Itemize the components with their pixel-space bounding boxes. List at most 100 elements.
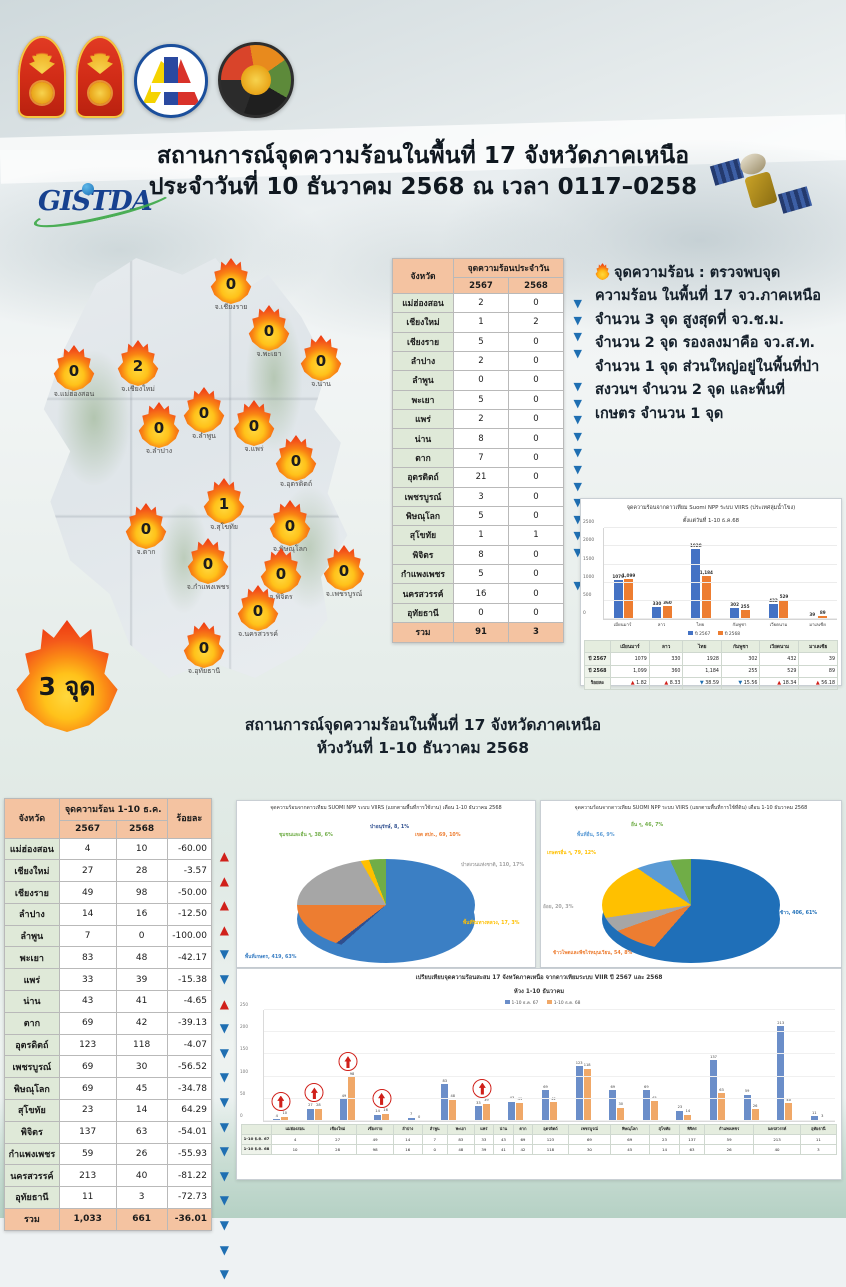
cell-value: 83 <box>446 1133 475 1145</box>
period-col-pct: ร้อยละ <box>166 798 213 839</box>
cell-value: 255 <box>720 664 761 678</box>
column-header: สุโขทัย <box>648 1123 681 1135</box>
table-row: ลำพูน 7 0 -100.00 <box>4 924 213 948</box>
cell-value: 28 <box>318 1143 358 1155</box>
column-header: ไทย <box>682 640 722 654</box>
pie-left-title: จุดความร้อนจากดาวเทียม SUOMI NPP ระบบ VI… <box>270 805 502 811</box>
trend-arrow-icon: ▼ <box>219 1267 229 1282</box>
bar-value-label: 39 <box>809 611 816 617</box>
bar-group: 432 529 <box>759 528 798 620</box>
cell-2567: 123 <box>58 1033 117 1057</box>
bar-value-label: 118 <box>583 1063 591 1068</box>
cell-2568: 0 <box>508 350 564 372</box>
fire-control-badge-icon <box>218 42 294 118</box>
trend-arrow-icon: ▲ <box>219 873 229 888</box>
bar: 432 <box>768 598 778 620</box>
trend-arrow-icon: ▼ <box>573 379 582 393</box>
bar: 302 <box>730 602 740 620</box>
column-header: พะเยา <box>446 1123 475 1135</box>
cell-2568: 0 <box>508 447 564 469</box>
northern-thailand-map: 0 จ.เชียงราย 0 จ.พะเยา 0 จ.น่าน 0 จ.แม่ฮ่องสอน 2… <box>4 250 384 732</box>
table-row: พะเยา 83 48 -42.17 <box>4 946 213 970</box>
column-header: แพร่ <box>473 1123 494 1135</box>
gridline <box>604 600 837 602</box>
summary-line-1: จุดความร้อน : ตรวจพบจุด <box>614 265 781 281</box>
daily-hotspot-table: จังหวัด จุดความร้อนประจำวัน 2567 2568 แม… <box>391 257 582 643</box>
bar-value-label: 330 <box>652 601 662 607</box>
bar-group: 213 40 <box>768 1010 802 1121</box>
bar: 45 <box>650 1096 658 1121</box>
cell-percent: -54.01 <box>166 1120 213 1144</box>
bar-value-label: 360 <box>663 600 672 606</box>
table-row: แพร่ 2 0 <box>391 408 564 430</box>
bar-value-label: 14 <box>685 1109 691 1114</box>
bar: 137 <box>710 1055 718 1121</box>
cell-percent: -3.57 <box>166 859 213 883</box>
table-row: สุโขทัย 23 14 64.29 <box>4 1098 213 1122</box>
bar: 213 <box>777 1021 785 1121</box>
mekong-legend-2567: ปี 2567 <box>694 632 711 638</box>
cell-value: ▲ 8.33 <box>648 676 684 690</box>
row-label: ปี 2567 <box>584 652 611 666</box>
cell-value: ▲ 56.18 <box>798 676 838 690</box>
bar-group: 137 63 <box>701 1010 735 1121</box>
cell-2567: 27 <box>58 859 117 883</box>
cell-2567: 16 <box>453 583 509 604</box>
cell-value: 26 <box>703 1143 755 1155</box>
bar-value-label: 123 <box>575 1060 583 1065</box>
map-hotspot-marker: 0 จ.นครสวรรค์ <box>236 585 280 638</box>
cell-2567: 137 <box>58 1120 117 1144</box>
bar-value-label: 529 <box>779 593 789 599</box>
province-chart-subtitle: ห้วง 1-10 ธันวาคม <box>513 988 565 995</box>
cell-2567: 4 <box>58 837 117 861</box>
y-tick-label: 1500 <box>583 556 595 562</box>
bar: 118 <box>583 1063 591 1121</box>
cell-total-2568: 661 <box>115 1207 168 1231</box>
pie-left-graphic <box>297 859 475 963</box>
cell-value: 63 <box>679 1143 705 1155</box>
cell-province: ลำปาง <box>4 902 60 926</box>
mekong-plot-area: 1079 1,099 330 360 1928 1,184 302 255 432 529 39 89… <box>583 520 837 621</box>
cell-2567: 11 <box>58 1186 117 1209</box>
map-hotspot-marker: 2 จ.เชียงใหม่ <box>116 340 160 393</box>
cell-value: 3 <box>799 1143 838 1155</box>
cell-value: 432 <box>759 652 800 666</box>
cell-province: นครสวรรค์ <box>4 1164 60 1188</box>
pie-slice-label: ป่าสงวนแห่งชาติ, 110, 17% <box>461 863 525 868</box>
table-row: พิษณุโลก 69 45 -34.78 <box>4 1077 213 1100</box>
cell-2568: 0 <box>508 467 564 488</box>
bar-value-label: 45 <box>652 1095 657 1100</box>
cell-value: 529 <box>759 664 800 678</box>
map-hotspot-marker: 0 จ.พิษณุโลก <box>268 500 312 553</box>
cell-value: 302 <box>720 652 761 666</box>
table-row: พะเยา 5 0 <box>391 389 564 411</box>
cell-province: อุทัยธานี <box>391 602 455 624</box>
bar-value-label: 69 <box>644 1084 649 1089</box>
map-hotspot-marker: 0 จ.กำแพงเพชร <box>186 538 230 591</box>
map-hotspot-marker: 0 จ.ลำปาง <box>137 402 181 455</box>
cell-value: 1,099 <box>610 664 650 678</box>
total-hotspot-badge: 3 จุด <box>12 620 122 732</box>
cell-province: อุตรดิตถ์ <box>391 467 455 488</box>
increase-marker-icon <box>372 1088 392 1108</box>
gridline <box>264 1119 835 1121</box>
bar-value-label: 11 <box>812 1110 817 1115</box>
bar-group: 69 30 <box>600 1010 634 1121</box>
cell-2568: 30 <box>115 1055 168 1079</box>
pie-slice-label: ข้าวโพดและพืชไร่หมุนเวียน, 54, 8% <box>553 951 633 956</box>
bar: 529 <box>779 594 789 620</box>
cell-2568: 42 <box>115 1011 168 1035</box>
trend-arrow-icon: ▼ <box>573 512 582 526</box>
x-tick-label: มาเลเซีย <box>809 623 826 629</box>
table-row: ตาก 7 0 <box>391 447 564 469</box>
map-hotspot-marker: 0 จ.น่าน <box>299 335 343 388</box>
marker-count: 2 <box>132 357 144 375</box>
marker-count: 0 <box>153 419 165 437</box>
garuda-shield-icon <box>18 36 66 118</box>
bar-value-label: 10 <box>282 1111 288 1116</box>
table-row: ตาก 69 42 -39.13 <box>4 1011 213 1035</box>
increase-marker-icon <box>338 1052 358 1072</box>
cell-2567: 0 <box>453 370 509 391</box>
bar-value-label: 33 <box>476 1100 481 1105</box>
